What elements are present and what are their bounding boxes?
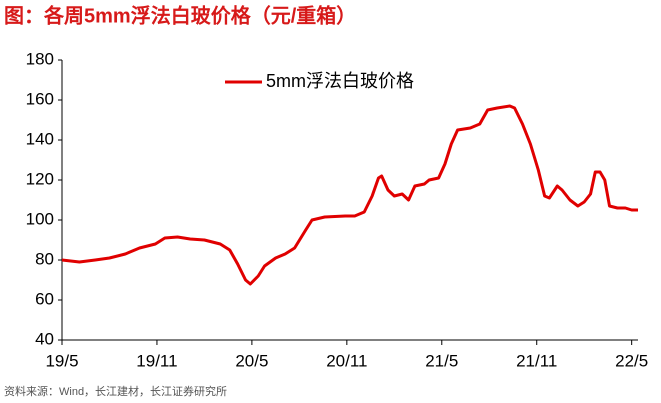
y-tick-label: 180 [26,49,54,68]
y-tick-label: 140 [26,129,54,148]
y-tick-label: 40 [35,329,54,348]
source-note: 资料来源：Wind，长江建材，长江证券研究所 [4,384,227,398]
y-tick-label: 100 [26,209,54,228]
data-line [61,104,638,286]
x-tick-label: 21/11 [516,351,557,370]
y-tick-label: 80 [35,249,54,268]
x-tick-label: 19/11 [136,351,177,370]
x-tick-label: 20/5 [235,351,268,370]
legend-label: 5mm浮法白玻价格 [266,71,414,91]
y-tick-label: 120 [26,169,54,188]
y-tick-label: 160 [26,89,54,108]
x-tick-label: 20/11 [326,351,367,370]
x-tick-label: 22/5 [615,351,648,370]
x-tick-label: 19/5 [45,351,78,370]
y-tick-label: 60 [35,289,54,308]
chart-title: 图：各周5mm浮法白玻价格（元/重箱） [4,3,356,27]
x-tick-label: 21/5 [425,351,458,370]
